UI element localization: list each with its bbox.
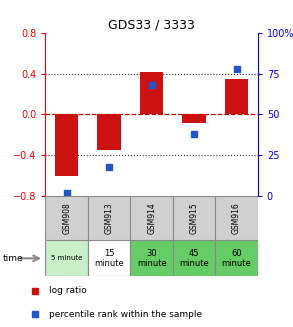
Bar — [45, 196, 88, 240]
Text: 30
minute: 30 minute — [137, 249, 166, 268]
Bar — [88, 196, 130, 240]
Bar — [98, 114, 121, 150]
Bar — [225, 79, 248, 114]
Text: 45
minute: 45 minute — [179, 249, 209, 268]
Title: GDS33 / 3333: GDS33 / 3333 — [108, 19, 195, 31]
Bar — [55, 114, 78, 176]
Bar — [88, 240, 130, 276]
Bar — [215, 240, 258, 276]
Text: 15
minute: 15 minute — [94, 249, 124, 268]
Text: GSM914: GSM914 — [147, 202, 156, 234]
Text: 5 minute: 5 minute — [51, 255, 82, 261]
Bar — [215, 196, 258, 240]
Text: time: time — [3, 254, 23, 263]
Bar — [45, 240, 88, 276]
Text: percentile rank within the sample: percentile rank within the sample — [49, 310, 202, 319]
Bar — [130, 196, 173, 240]
Bar — [173, 240, 215, 276]
Text: GSM916: GSM916 — [232, 202, 241, 234]
Text: GSM915: GSM915 — [190, 202, 199, 234]
Text: GSM908: GSM908 — [62, 202, 71, 234]
Bar — [140, 72, 163, 114]
Bar — [173, 196, 215, 240]
Text: log ratio: log ratio — [49, 286, 87, 295]
Bar — [130, 240, 173, 276]
Bar — [183, 114, 206, 123]
Text: GSM913: GSM913 — [105, 202, 114, 234]
Text: 60
minute: 60 minute — [222, 249, 251, 268]
